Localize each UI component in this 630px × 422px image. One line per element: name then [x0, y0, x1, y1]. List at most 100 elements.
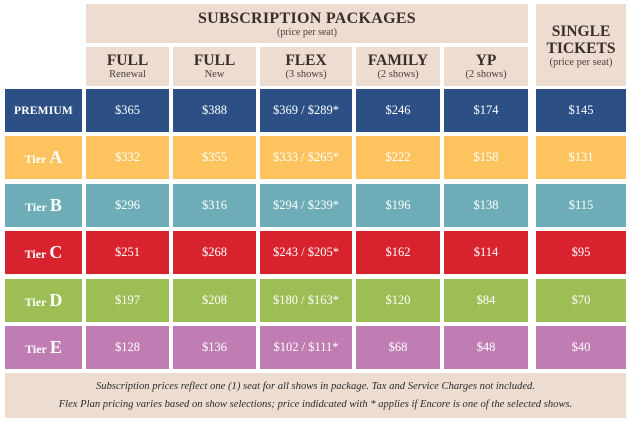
- column-header-full-renewal: FULL Renewal: [86, 47, 169, 86]
- tier-prefix: Tier: [24, 247, 47, 261]
- price-cell-full-new: $268: [173, 231, 256, 274]
- price-value: $95: [571, 245, 591, 259]
- price-value: $115: [568, 198, 594, 212]
- tier-label-cell: Tier C: [5, 231, 82, 274]
- price-cell-single: $70: [536, 279, 626, 322]
- price-cell-family: $196: [356, 184, 440, 227]
- price-value: $102 / $111*: [273, 340, 339, 354]
- tier-label: PREMIUM: [14, 104, 73, 117]
- price-cell-full-new: $136: [173, 326, 256, 369]
- price-value: $84: [476, 293, 496, 307]
- price-value: $48: [476, 340, 496, 354]
- price-value: $114: [473, 245, 499, 259]
- price-value: $268: [202, 245, 227, 259]
- price-cell-flex: $369 / $289*: [260, 89, 352, 132]
- tier-prefix: Tier: [24, 152, 47, 166]
- price-value: $251: [115, 245, 140, 259]
- price-cell-full-renewal: $296: [86, 184, 169, 227]
- price-cell-family: $246: [356, 89, 440, 132]
- price-value: $128: [115, 340, 140, 354]
- tier-label-cell: Tier D: [5, 279, 82, 322]
- price-value: $388: [202, 103, 227, 117]
- tier-letter: B: [49, 195, 62, 215]
- price-value: $365: [115, 103, 140, 117]
- price-cell-family: $162: [356, 231, 440, 274]
- tier-prefix: Tier: [25, 200, 47, 214]
- tier-letter: D: [49, 290, 63, 310]
- column-header-main: FLEX: [285, 52, 327, 69]
- price-value: $162: [385, 245, 411, 259]
- price-cell-family: $68: [356, 326, 440, 369]
- price-value: $131: [568, 150, 594, 164]
- price-value: $70: [571, 293, 591, 307]
- tier-letter: C: [49, 242, 63, 262]
- subscription-packages-title: SUBSCRIPTION PACKAGES: [197, 9, 417, 27]
- tier-label: Tier A: [25, 147, 63, 168]
- price-value: $196: [385, 198, 411, 212]
- footnote-box: Subscription prices reflect one (1) seat…: [5, 373, 626, 418]
- price-value: $333 / $265*: [273, 150, 339, 164]
- price-value: $208: [202, 293, 227, 307]
- price-value: $243 / $205*: [273, 245, 339, 259]
- column-header-sub: (2 shows): [377, 69, 419, 80]
- column-header-flex: FLEX (3 shows): [260, 47, 352, 86]
- price-cell-single: $145: [536, 89, 626, 132]
- price-cell-full-new: $316: [173, 184, 256, 227]
- subscription-packages-subtitle: (price per seat): [277, 26, 337, 38]
- price-cell-full-renewal: $251: [86, 231, 169, 274]
- price-value: $355: [202, 150, 227, 164]
- price-value: $369 / $289*: [273, 103, 339, 117]
- price-value: $246: [385, 103, 411, 117]
- column-header-main: YP: [475, 52, 497, 69]
- price-value: $158: [473, 150, 499, 164]
- column-header-sub: Renewal: [109, 69, 146, 80]
- column-header-main: FULL: [193, 52, 236, 69]
- price-cell-flex: $102 / $111*: [260, 326, 352, 369]
- price-value: $316: [202, 198, 227, 212]
- price-cell-yp: $114: [444, 231, 528, 274]
- price-cell-flex: $294 / $239*: [260, 184, 352, 227]
- price-cell-family: $120: [356, 279, 440, 322]
- price-cell-family: $222: [356, 136, 440, 179]
- tier-prefix: Tier: [25, 342, 47, 356]
- price-cell-full-new: $355: [173, 136, 256, 179]
- tier-letter: E: [49, 337, 62, 357]
- price-cell-yp: $138: [444, 184, 528, 227]
- price-value: $332: [115, 150, 140, 164]
- column-header-sub: New: [204, 69, 225, 80]
- column-header-family: FAMILY (2 shows): [356, 47, 440, 86]
- tier-label-cell: Tier B: [5, 184, 82, 227]
- single-tickets-subtitle: (price per seat): [549, 56, 613, 68]
- price-cell-yp: $174: [444, 89, 528, 132]
- column-header-full-new: FULL New: [173, 47, 256, 86]
- column-header-sub: (2 shows): [465, 69, 507, 80]
- price-value: $197: [115, 293, 140, 307]
- price-cell-yp: $48: [444, 326, 528, 369]
- footnote-line-2: Flex Plan pricing varies based on show s…: [58, 398, 573, 410]
- price-cell-full-renewal: $332: [86, 136, 169, 179]
- price-cell-full-renewal: $197: [86, 279, 169, 322]
- price-value: $138: [473, 198, 499, 212]
- price-cell-flex: $180 / $163*: [260, 279, 352, 322]
- price-value: $180 / $163*: [273, 293, 339, 307]
- tier-label: Tier C: [25, 242, 63, 263]
- price-value: $294 / $239*: [273, 198, 339, 212]
- tier-label: Tier B: [25, 195, 62, 216]
- price-value: $68: [388, 340, 408, 354]
- column-header-main: FAMILY: [367, 52, 429, 69]
- single-tickets-title-line1: SINGLE: [551, 22, 611, 40]
- column-header-sub: (3 shows): [285, 69, 327, 80]
- price-value: $40: [571, 340, 591, 354]
- price-value: $222: [385, 150, 411, 164]
- tier-letter: A: [49, 147, 63, 167]
- price-cell-flex: $333 / $265*: [260, 136, 352, 179]
- tier-label: Tier E: [25, 337, 62, 358]
- price-cell-full-new: $208: [173, 279, 256, 322]
- price-value: $136: [202, 340, 227, 354]
- tier-label: Tier D: [25, 290, 63, 311]
- price-cell-flex: $243 / $205*: [260, 231, 352, 274]
- footnote-line-1: Subscription prices reflect one (1) seat…: [96, 380, 535, 392]
- price-cell-full-renewal: $365: [86, 89, 169, 132]
- price-cell-single: $131: [536, 136, 626, 179]
